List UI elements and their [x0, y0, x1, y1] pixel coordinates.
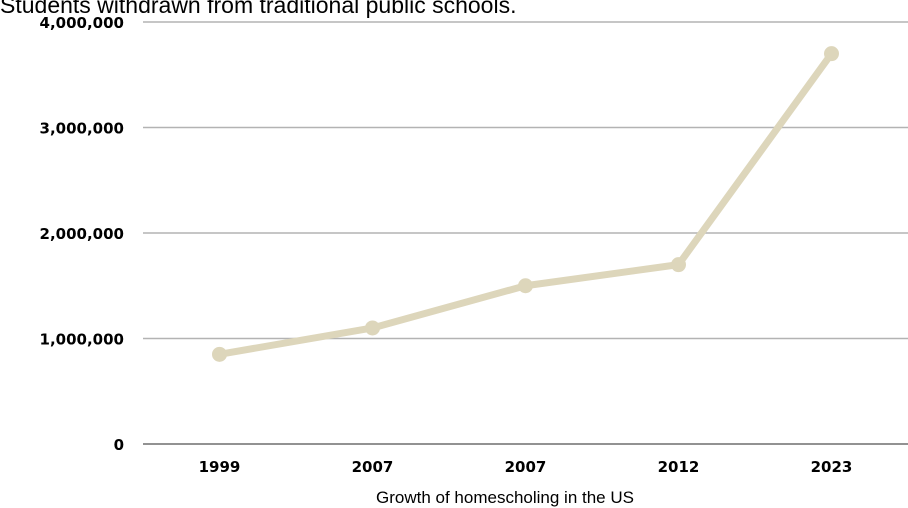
- y-tick-label: 3,000,000: [40, 120, 124, 138]
- data-point: [212, 346, 227, 362]
- x-tick-label: 2007: [352, 458, 394, 476]
- data-point: [824, 46, 839, 62]
- chart-title: Students withdrawn from traditional publ…: [0, 0, 516, 18]
- x-tick-label: 2007: [505, 458, 547, 476]
- data-point: [671, 257, 686, 273]
- x-tick-label: 2012: [658, 458, 700, 476]
- data-point: [365, 320, 380, 336]
- series-layer: [212, 46, 839, 362]
- data-point: [518, 278, 533, 294]
- y-tick-label: 1,000,000: [40, 331, 124, 349]
- x-axis-label: Growth of homescholing in the US: [376, 488, 634, 507]
- series-line: [216, 50, 835, 358]
- x-axis-tick-labels: 1999 2007 2007 2012 2023: [199, 458, 853, 476]
- y-tick-label: 0: [114, 436, 124, 454]
- x-tick-label: 1999: [199, 458, 241, 476]
- y-tick-label: 4,000,000: [40, 14, 124, 32]
- x-tick-label: 2023: [811, 458, 853, 476]
- y-axis-tick-labels: 0 1,000,000 2,000,000 3,000,000 4,000,000: [40, 14, 124, 454]
- y-tick-label: 2,000,000: [40, 225, 124, 243]
